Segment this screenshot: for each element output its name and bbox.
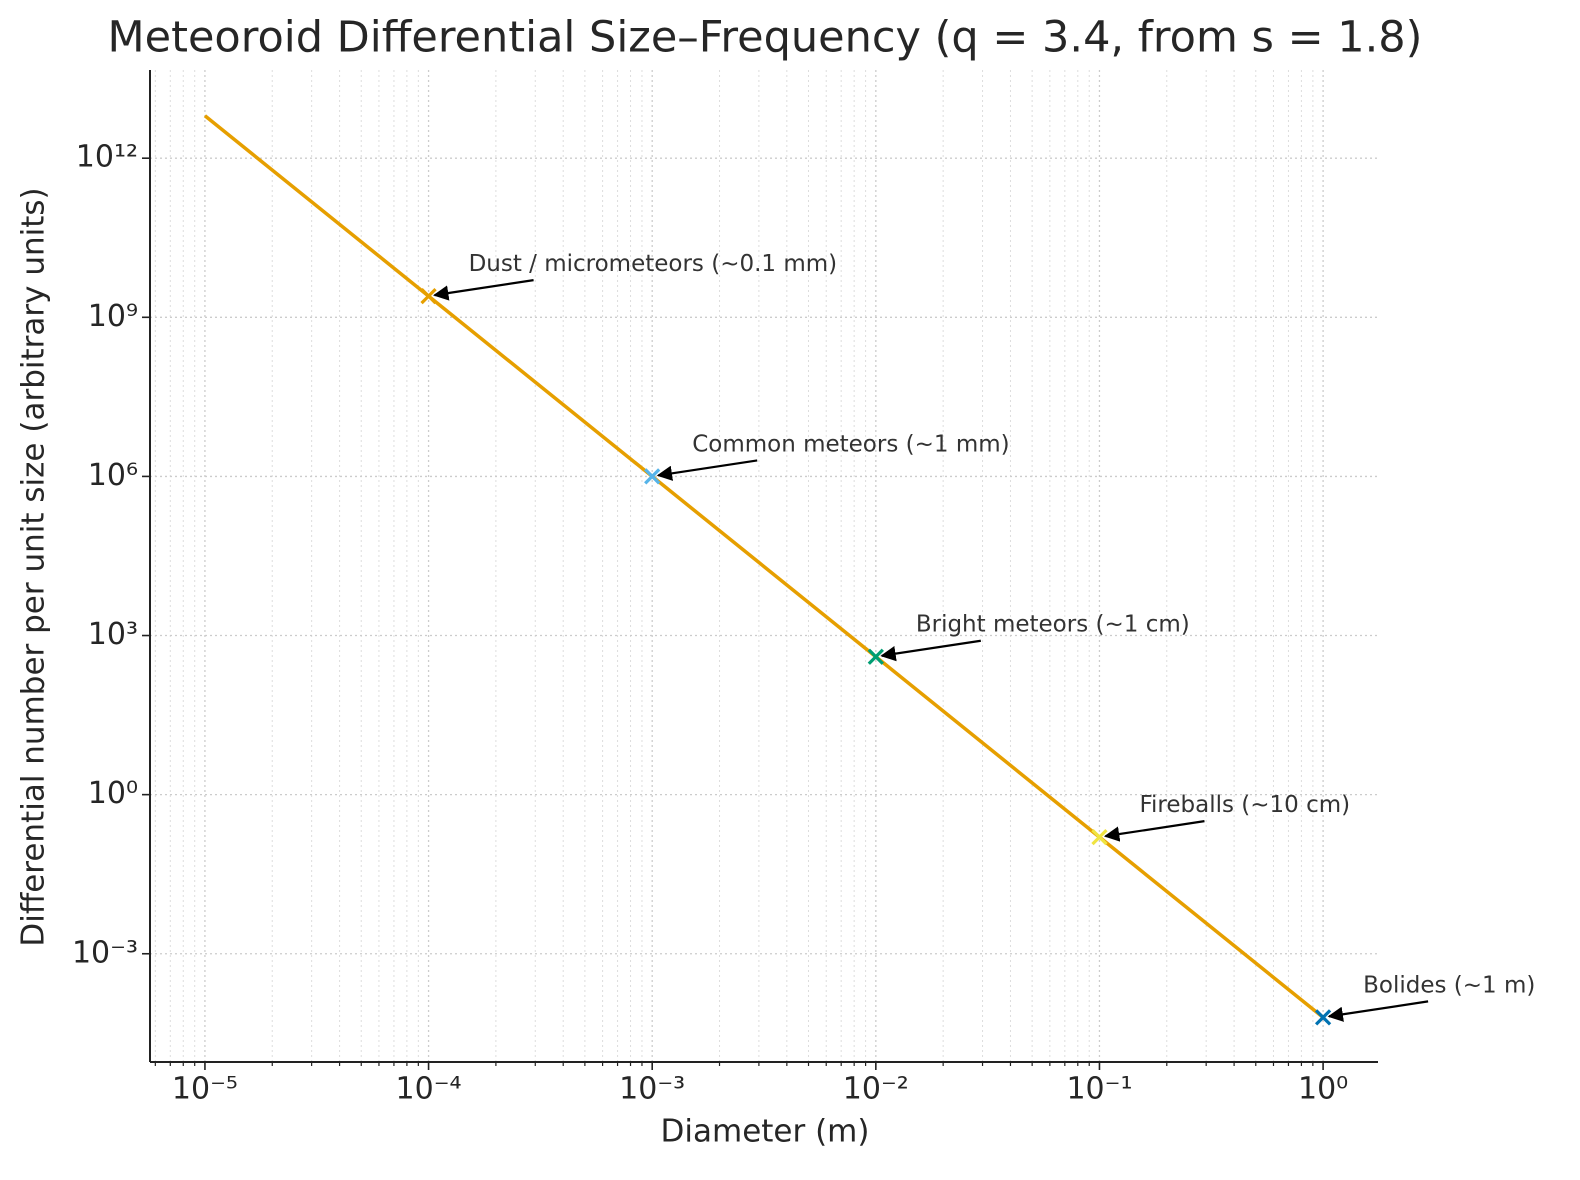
x-tick-label: 10⁻⁴ bbox=[396, 1072, 462, 1107]
x-tick-label: 10⁰ bbox=[1298, 1072, 1348, 1107]
annotation: Dust / micrometeors (~0.1 mm) bbox=[469, 251, 838, 277]
annotation-arrow bbox=[1327, 1000, 1429, 1022]
y-tick-label: 10⁶ bbox=[88, 458, 138, 493]
y-tick-label: 10³ bbox=[88, 617, 138, 652]
y-tick-label: 10¹² bbox=[76, 140, 138, 175]
x-tick-label: 10⁻² bbox=[843, 1072, 909, 1107]
y-tick-label: 10⁰ bbox=[88, 776, 138, 811]
annotation: Bolides (~1 m) bbox=[1363, 972, 1535, 998]
annotation-arrow bbox=[1103, 820, 1205, 842]
annotation-arrow bbox=[880, 639, 981, 662]
y-tick-label: 10⁻³ bbox=[72, 935, 138, 970]
y-axis-label: Differential number per unit size (arbit… bbox=[16, 187, 52, 946]
annotation-arrow bbox=[433, 279, 534, 301]
chart-title: Meteoroid Differential Size–Frequency (q… bbox=[108, 13, 1423, 63]
annotation: Common meteors (~1 mm) bbox=[692, 431, 1009, 457]
x-tick-label: 10⁻³ bbox=[619, 1072, 685, 1107]
annotation: Bright meteors (~1 cm) bbox=[916, 612, 1190, 638]
annotation: Fireballs (~10 cm) bbox=[1139, 792, 1350, 818]
annotation-arrow bbox=[656, 459, 758, 481]
x-tick-label: 10⁻⁵ bbox=[172, 1072, 238, 1107]
y-tick-label: 10⁹ bbox=[88, 299, 138, 334]
x-axis-label: Diameter (m) bbox=[661, 1114, 870, 1150]
series-line bbox=[203, 114, 1325, 1019]
x-tick-label: 10⁻¹ bbox=[1066, 1072, 1132, 1107]
